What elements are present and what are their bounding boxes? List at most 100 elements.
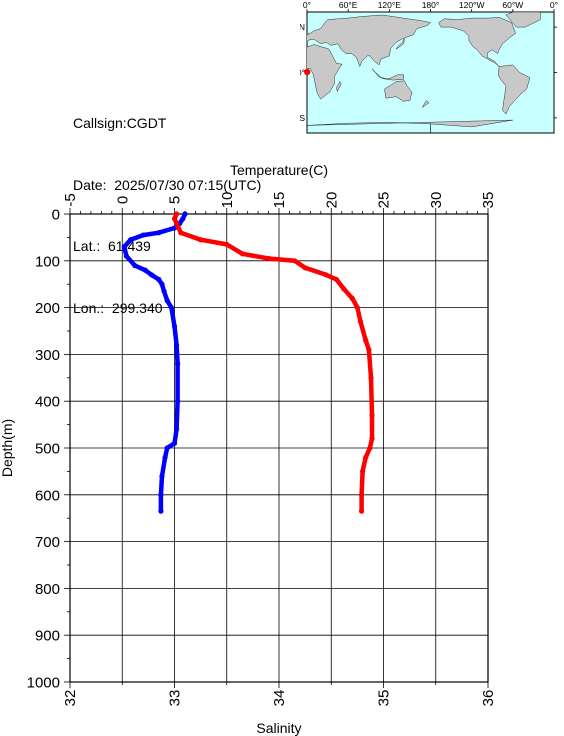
salinity-profile-line [122,211,188,514]
world-map: 0° 60°E 120°E 180° 120°W 60°W 0° 60°N 0° 60°S [286,0,558,134]
axis-ticks [64,208,489,688]
map-landmass [396,38,405,50]
depth-tick-label: 200 [35,300,60,317]
temperature-data-point [171,216,178,222]
temperature-data-point [173,211,180,217]
salinity-data-point [182,211,188,217]
temperature-data-point [198,237,204,243]
salinity-tick-label: 35 [376,690,393,707]
temperature-axis-label: Temperature(C) [230,162,328,178]
salinity-data-point [132,262,138,269]
temperature-tick-label: 5 [167,196,184,204]
salinity-data-point [156,276,162,283]
callsign-text: Callsign:CGDT [73,115,167,131]
temperature-data-point [349,295,355,301]
map-lat-label: 60°S [300,113,305,123]
data-series [121,211,375,514]
salinity-data-point [175,398,181,404]
depth-tick-label: 1000 [27,675,60,692]
temperature-data-point [357,319,364,325]
salinity-tick-label: 33 [167,690,184,707]
location-map: 0° 60°E 120°E 180° 120°W 60°W 0° 60°N 0° 60°S [286,0,564,138]
depth-tick-label: 0 [52,207,60,224]
salinity-data-point [123,253,130,259]
map-landmass [307,44,343,100]
temperature-data-point [292,258,298,264]
temperature-tick-label: 20 [323,192,340,209]
salinity-data-point [175,361,181,367]
temperature-data-point [173,220,180,226]
date-text: Date: 2025/07/30 07:15(UTC) [73,176,262,193]
temperature-data-point [341,286,347,292]
map-lat-label: 0° [300,68,305,78]
temperature-data-point [360,468,366,474]
temperature-tick-label: 0 [114,196,131,204]
salinity-data-point [140,232,146,238]
salinity-data-point [156,230,162,236]
map-lon-label: 60°W [502,0,523,10]
salinity-tick-label: 34 [271,690,288,707]
map-landmass [307,14,431,68]
temperature-data-point [354,305,360,311]
temperature-tick-label: 30 [428,192,445,209]
temperature-data-point [178,230,184,236]
depth-tick-label: 600 [35,487,60,504]
salinity-data-point [159,281,165,287]
depth-tick-label: 900 [35,628,60,645]
temperature-data-point [358,492,365,498]
temperature-data-point [367,445,373,451]
temperature-tick-label: 25 [376,192,393,209]
map-landmass [498,64,531,115]
map-landmass [372,68,404,81]
depth-tick-label: 500 [35,441,60,458]
temperature-data-point [363,454,369,460]
salinity-data-point [148,272,155,278]
salinity-data-point [158,508,164,514]
depth-tick-label: 300 [35,347,60,364]
depth-tick-label: 700 [35,534,60,551]
depth-tick-label: 400 [35,394,60,411]
chart-grid [69,213,489,683]
map-lon-label: 0° [550,0,558,10]
salinity-data-point [173,342,180,348]
map-landmass [307,119,513,133]
salinity-data-point [162,454,168,460]
salinity-data-point [142,267,148,273]
map-lon-label: 0° [303,0,311,10]
salinity-data-point [164,445,170,451]
temperature-tick-label: 15 [271,192,288,209]
salinity-data-point [128,237,134,243]
temperature-tick-label: 35 [480,192,497,209]
temperature-data-point [333,276,340,283]
salinity-data-point [164,297,170,304]
temperature-data-point [368,375,374,381]
temperature-data-point [323,272,329,278]
temperature-profile-line [172,211,375,514]
map-lon-label: 180° [422,0,440,10]
temperature-data-point [302,265,308,271]
depth-tick-label: 800 [35,581,60,598]
salinity-data-point [180,216,186,222]
map-lon-label: 120°W [459,0,485,10]
temperature-tick-label: 10 [219,192,236,209]
salinity-axis-label: Salinity [256,720,301,736]
map-landmass [336,81,342,92]
salinity-data-point [121,244,127,250]
temperature-data-point [239,251,246,257]
salinity-data-point [159,473,165,479]
depth-axis-label: Depth(m) [0,419,15,477]
salinity-data-point [161,288,167,294]
map-lon-label: 60°E [339,0,358,10]
map-landmass [505,12,541,28]
temperature-data-point [363,337,369,343]
temperature-data-point [369,412,375,418]
salinity-data-point [168,305,174,311]
temperature-data-point [224,241,230,248]
temperature-data-point [358,508,365,514]
salinity-data-point [173,426,180,432]
salinity-tick-label: 36 [480,690,497,707]
latitude-text: Lat.: 61.439 [73,238,151,254]
map-frame [306,9,557,119]
